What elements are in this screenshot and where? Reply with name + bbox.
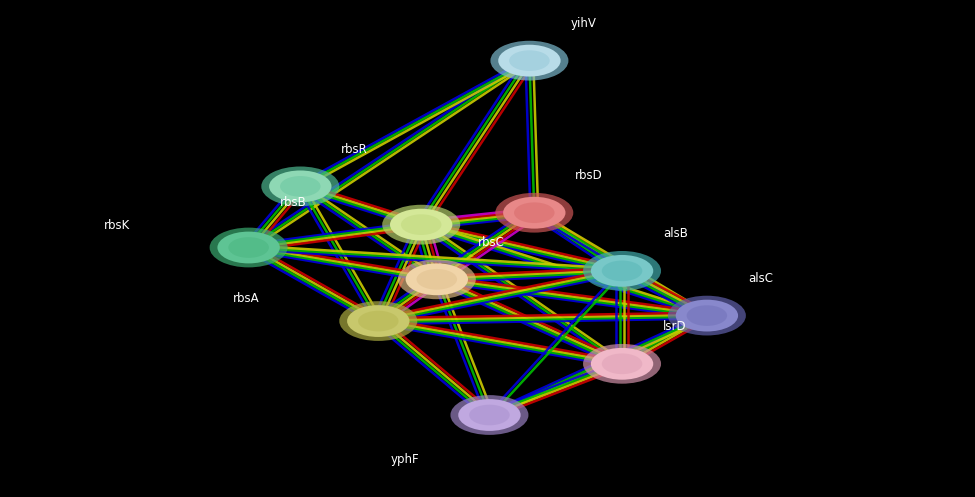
Text: rbsB: rbsB <box>281 196 307 209</box>
Circle shape <box>602 260 643 281</box>
Circle shape <box>261 166 339 206</box>
Circle shape <box>503 197 566 229</box>
Circle shape <box>269 170 332 202</box>
Circle shape <box>339 301 417 341</box>
Circle shape <box>210 228 288 267</box>
Circle shape <box>490 41 568 81</box>
Circle shape <box>498 45 561 77</box>
Circle shape <box>668 296 746 335</box>
Circle shape <box>514 202 555 223</box>
Text: rbsA: rbsA <box>233 292 259 305</box>
Circle shape <box>347 305 409 337</box>
Circle shape <box>228 237 269 258</box>
Text: alsC: alsC <box>748 272 773 285</box>
Text: rbsD: rbsD <box>575 169 603 182</box>
Circle shape <box>390 209 452 241</box>
Circle shape <box>602 353 643 374</box>
Circle shape <box>509 50 550 71</box>
Text: rbsK: rbsK <box>103 219 130 232</box>
Circle shape <box>495 193 573 233</box>
Text: rbsC: rbsC <box>478 236 505 248</box>
Circle shape <box>591 255 653 287</box>
Circle shape <box>280 176 321 197</box>
Circle shape <box>406 263 468 295</box>
Circle shape <box>382 205 460 245</box>
Circle shape <box>591 348 653 380</box>
Text: lsrD: lsrD <box>663 320 686 333</box>
Text: rbsR: rbsR <box>341 143 368 156</box>
Circle shape <box>401 214 442 235</box>
Circle shape <box>416 269 457 290</box>
Circle shape <box>583 251 661 291</box>
Text: yihV: yihV <box>570 17 597 30</box>
Circle shape <box>450 395 528 435</box>
Text: alsB: alsB <box>663 227 688 240</box>
Text: yphF: yphF <box>391 453 419 466</box>
Circle shape <box>676 300 738 331</box>
Circle shape <box>398 259 476 299</box>
Circle shape <box>583 344 661 384</box>
Circle shape <box>458 399 521 431</box>
Circle shape <box>469 405 510 425</box>
Circle shape <box>217 232 280 263</box>
Circle shape <box>358 311 399 331</box>
Circle shape <box>686 305 727 326</box>
